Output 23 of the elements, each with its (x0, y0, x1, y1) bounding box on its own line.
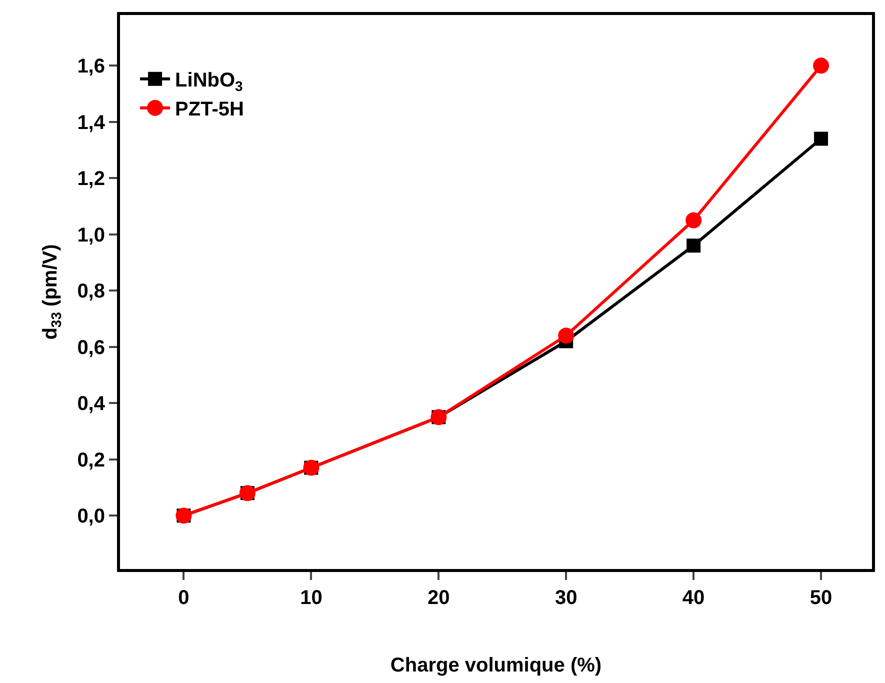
y-tick-label: 0,8 (77, 280, 105, 303)
legend-label: PZT-5H (175, 98, 244, 121)
y-tick-label: 1,2 (77, 168, 105, 190)
legend-label: LiNbO$_{3}$ (175, 70, 244, 94)
x-tick-label: 30 (554, 587, 578, 609)
x-tick-label: 0 (178, 587, 190, 609)
x-tick-label: 50 (810, 587, 832, 609)
point (558, 328, 574, 344)
x-tick-label: 10 (300, 587, 322, 609)
y-tick-label: 0,2 (77, 449, 105, 472)
x-axis-title: Charge volumique (%) (390, 654, 602, 676)
x-tick-label: 20 (428, 587, 450, 609)
y-tick-label: 0,6 (77, 336, 105, 359)
point (813, 58, 830, 74)
y-tick-label: 0,0 (77, 506, 105, 528)
x-tick-label: 40 (682, 587, 705, 609)
y-tick-label: 1,4 (77, 112, 106, 134)
y-tick-label: 0,4 (77, 393, 106, 416)
point (686, 212, 702, 228)
point (814, 132, 828, 146)
y-tick-label: 1,6 (77, 56, 105, 78)
y-tick-label: 1,0 (77, 224, 105, 246)
point (686, 238, 701, 253)
